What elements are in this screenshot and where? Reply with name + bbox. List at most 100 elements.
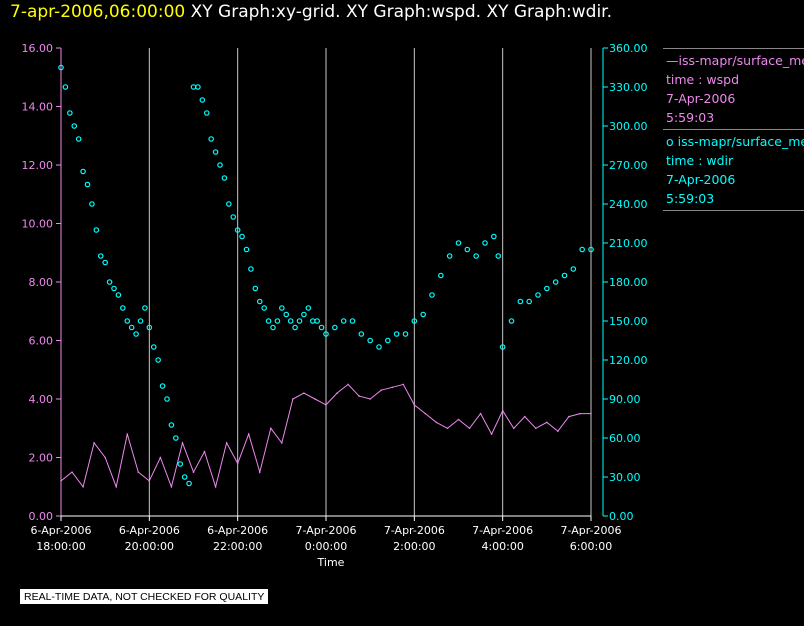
wdir-point <box>305 305 312 311</box>
legend-wspd-time: 5:59:03 <box>666 110 715 125</box>
wdir-point <box>265 318 272 324</box>
wspd-point <box>225 442 228 444</box>
wdir-point <box>256 298 263 305</box>
wdir-point <box>318 324 325 331</box>
legend: —iss-mapr/surface_met time : wspd 7-Apr-… <box>663 46 804 213</box>
x-tick-date-label: 6-Apr-2006 <box>30 524 91 537</box>
xy-graph: 0.00 2.00 4.00 6.00 8.00 10.00 12.00 14.00 16.00… <box>22 42 648 569</box>
wspd-point <box>281 442 283 444</box>
wdir-point <box>106 279 113 285</box>
wdir-point <box>234 227 241 233</box>
wdir-point <box>279 305 285 311</box>
wdir-point <box>544 285 550 292</box>
wdir-point <box>323 331 329 337</box>
wdir-point <box>111 285 117 292</box>
legend-circle-marker: o <box>666 134 674 149</box>
legend-wdir: o iss-mapr/surface_met time : wdir 7-Apr… <box>663 132 804 208</box>
right-axis-tick-label: 90.00 <box>609 393 641 406</box>
right-axis-tick-label: 0.00 <box>609 510 634 523</box>
wdir-point <box>526 298 532 305</box>
wdir-point <box>186 480 192 487</box>
wspd-point <box>435 421 438 424</box>
wspd-point <box>325 404 327 406</box>
wspd-point <box>380 389 383 392</box>
wdir-point <box>411 318 418 324</box>
wdir-point <box>248 266 254 272</box>
wspd-point <box>347 383 349 386</box>
wdir-point <box>301 311 307 318</box>
wspd-point <box>214 485 217 488</box>
wdir-point <box>283 311 290 318</box>
wspd-point <box>479 412 482 415</box>
wdir-point <box>473 253 479 259</box>
wdir-point <box>491 233 497 240</box>
wspd-point <box>303 392 305 394</box>
wspd-point <box>413 404 416 406</box>
x-tick-time-label: 4:00:00 <box>481 540 523 553</box>
wdir-point <box>243 246 250 253</box>
wspd-point <box>148 480 151 482</box>
legend-wdir-source: o iss-mapr/surface_met <box>666 134 804 149</box>
wdir-point <box>181 474 188 480</box>
wdir-point <box>164 396 170 402</box>
wdir-point <box>217 162 223 168</box>
wdir-point <box>142 305 148 311</box>
wdir-point <box>159 383 166 389</box>
wdir-point <box>358 331 365 337</box>
wdir-point <box>349 318 356 324</box>
wdir-point <box>177 461 184 467</box>
wspd-point <box>82 485 84 488</box>
wdir-point <box>385 337 391 344</box>
wspd-point <box>115 485 118 488</box>
wdir-point <box>190 84 197 90</box>
wdir-point <box>579 246 585 253</box>
wdir-point <box>376 344 382 350</box>
legend-wspd: —iss-mapr/surface_met time : wspd 7-Apr-… <box>663 51 804 127</box>
wspd-point <box>534 427 537 430</box>
wspd-point <box>457 418 460 421</box>
wspd-point <box>314 398 316 400</box>
wdir-point <box>420 311 426 318</box>
wdir-point <box>71 123 78 129</box>
legend-separator <box>663 210 804 211</box>
wspd-point <box>292 398 294 400</box>
wdir-point <box>482 240 488 246</box>
wdir-point <box>226 201 232 207</box>
x-axis-title: Time <box>317 556 345 569</box>
wdir-point <box>292 324 298 331</box>
left-axis-tick-label: 10.00 <box>22 218 54 231</box>
wspd-point <box>568 415 570 418</box>
wdir-point <box>203 110 210 116</box>
wdir-point <box>570 266 577 272</box>
wdir-point <box>464 246 471 253</box>
wspd-point <box>468 427 471 430</box>
wspd-point <box>512 427 515 430</box>
wspd-point <box>369 398 371 400</box>
wdir-point <box>239 233 245 240</box>
legend-separator <box>663 48 804 49</box>
right-axis-tick-label: 60.00 <box>609 432 641 445</box>
left-axis-tick-label: 12.00 <box>22 159 54 172</box>
wdir-point <box>309 318 316 324</box>
wdir-point <box>128 324 135 331</box>
wspd-point <box>523 415 526 418</box>
wdir-point <box>97 253 104 259</box>
right-axis-tick-label: 240.00 <box>609 198 648 211</box>
wspd-point <box>192 471 195 473</box>
wdir-point <box>438 272 444 279</box>
legend-wspd-date: 7-Apr-2006 <box>666 91 736 106</box>
right-axis-tick-label: 300.00 <box>609 120 648 133</box>
right-axis-tick-label: 30.00 <box>609 471 641 484</box>
left-axis-tick-label: 6.00 <box>29 335 54 348</box>
wdir-point <box>80 168 86 175</box>
header-graph-titles: XY Graph:xy-grid. XY Graph:wspd. XY Grap… <box>190 2 613 22</box>
header-timestamp: 7-apr-2006,06:00:00 <box>10 2 186 22</box>
wspd-point <box>137 471 140 473</box>
legend-wspd-source: —iss-mapr/surface_met <box>666 53 804 68</box>
wdir-point <box>393 331 400 337</box>
wdir-point <box>332 324 338 331</box>
left-axis-tick-label: 14.00 <box>22 101 54 114</box>
wspd-point <box>60 480 62 482</box>
wspd-point <box>402 383 405 386</box>
wdir-point <box>133 331 139 337</box>
